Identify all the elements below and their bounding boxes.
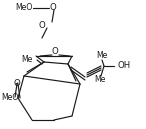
Text: O: O	[50, 3, 57, 13]
Text: O: O	[14, 79, 21, 88]
Text: O: O	[38, 21, 45, 30]
Text: MeO: MeO	[1, 92, 18, 102]
Text: Me: Me	[96, 51, 108, 61]
Text: Me: Me	[94, 75, 106, 83]
Text: MeO: MeO	[16, 3, 33, 13]
Text: OH: OH	[117, 62, 130, 71]
Text: O: O	[52, 46, 58, 55]
Text: Me: Me	[22, 55, 33, 64]
